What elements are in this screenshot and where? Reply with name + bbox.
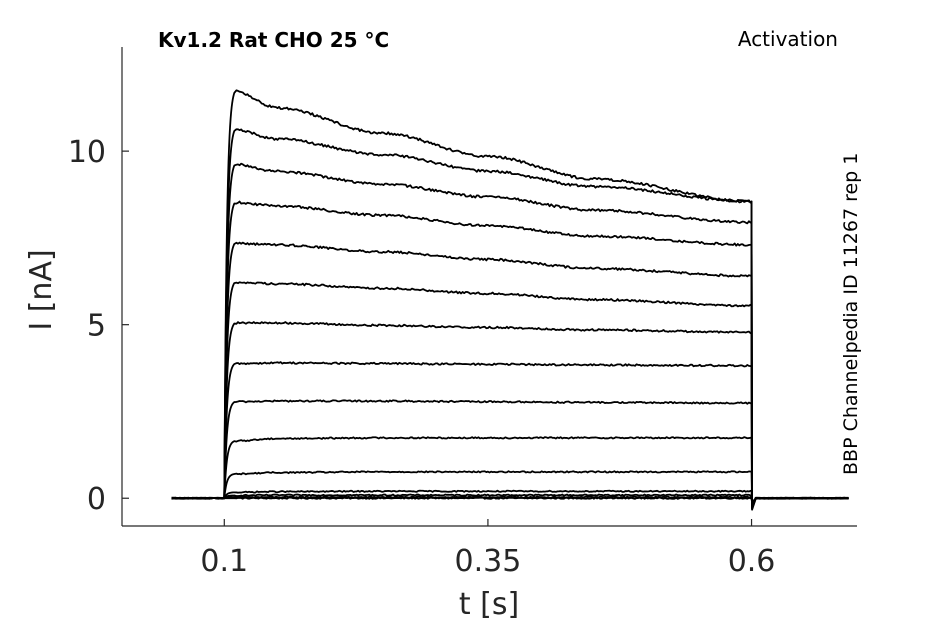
chart-title: Kv1.2 Rat CHO 25 °C <box>158 28 389 52</box>
x-axis-label: t [s] <box>459 587 519 622</box>
series-line <box>171 436 849 506</box>
series-line <box>171 281 849 508</box>
series-line <box>171 128 849 511</box>
chart-subtitle: Activation <box>738 27 838 51</box>
ticks: 0.1 0.35 0.6 0 5 10 <box>68 135 776 579</box>
series-line <box>171 470 849 506</box>
x-tick-label: 0.6 <box>728 544 776 579</box>
axes <box>121 47 857 527</box>
y-tick-label: 10 <box>68 135 106 170</box>
series-line <box>171 493 849 505</box>
series-line <box>171 495 849 504</box>
y-tick-label: 0 <box>87 482 106 517</box>
traces <box>171 89 849 511</box>
series-line <box>171 162 849 510</box>
series-line <box>171 496 849 504</box>
y-tick-label: 5 <box>87 309 106 344</box>
series-line <box>171 361 849 507</box>
series-line <box>171 321 849 508</box>
series-line <box>171 489 849 505</box>
series-line <box>171 200 849 510</box>
series-line <box>171 399 849 507</box>
series-line <box>171 241 849 509</box>
x-tick-label: 0.35 <box>455 544 522 579</box>
series-line <box>171 89 849 511</box>
side-label: BBP Channelpedia ID 11267 rep 1 <box>840 153 862 475</box>
y-axis-label: I [nA] <box>24 249 59 330</box>
x-tick-label: 0.1 <box>200 544 248 579</box>
